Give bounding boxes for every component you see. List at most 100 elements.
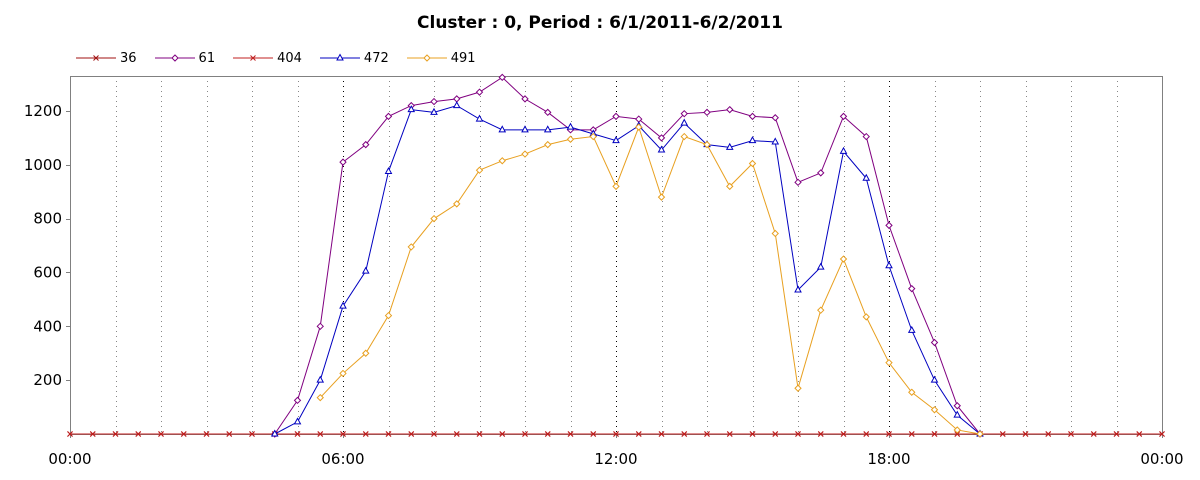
legend-item-61: 61 — [154, 51, 215, 66]
data-point-491 — [407, 243, 415, 251]
data-point-61 — [930, 338, 939, 347]
data-point-472 — [725, 142, 734, 150]
data-point-404 — [408, 431, 415, 437]
data-point-491 — [817, 306, 825, 314]
data-point-491 — [703, 140, 711, 149]
data-point-61 — [953, 402, 961, 410]
data-point-404 — [67, 431, 73, 437]
data-point-491 — [566, 135, 575, 143]
data-point-404 — [1136, 431, 1143, 437]
data-point-404 — [817, 431, 824, 437]
data-point-472 — [270, 429, 279, 437]
data-point-404 — [158, 431, 164, 437]
series-line-491 — [319, 125, 981, 435]
legend-swatch — [154, 54, 195, 62]
legend: 36 61 404 472 491 — [76, 48, 494, 68]
data-point-61 — [362, 140, 370, 149]
data-point-61 — [703, 108, 711, 117]
data-point-404 — [1045, 431, 1052, 437]
data-point-404 — [431, 431, 437, 437]
data-point-491 — [475, 166, 484, 174]
series-layer — [67, 73, 1165, 438]
x-tick-label: 00:00 — [1140, 450, 1183, 468]
data-point-404 — [908, 431, 915, 437]
data-point-404 — [1113, 431, 1120, 437]
chart-title: Cluster : 0, Period : 6/1/2011-6/2/2011 — [417, 13, 783, 33]
data-point-472 — [430, 107, 438, 115]
data-point-491 — [384, 311, 393, 320]
y-tick-label: 400 — [33, 317, 62, 335]
data-point-491 — [453, 200, 461, 208]
y-tick-label: 1000 — [24, 156, 62, 174]
y-tick-label: 600 — [33, 263, 62, 281]
data-point-491 — [635, 123, 643, 131]
data-point-491 — [589, 132, 597, 141]
data-point-491 — [862, 313, 870, 321]
series-491 — [316, 123, 984, 438]
data-point-61 — [612, 112, 620, 121]
data-point-404 — [203, 431, 210, 437]
data-point-472 — [930, 375, 939, 383]
data-point-404 — [590, 431, 597, 437]
data-point-404 — [613, 431, 619, 437]
data-point-61 — [862, 132, 870, 141]
data-point-491 — [748, 159, 757, 168]
data-point-404 — [476, 431, 483, 437]
data-point-404 — [385, 431, 392, 437]
data-point-472 — [748, 136, 757, 144]
data-point-404 — [499, 431, 506, 437]
data-point-472 — [794, 285, 802, 293]
y-tick-label: 1200 — [24, 102, 62, 120]
data-point-491 — [498, 157, 506, 165]
data-point-491 — [362, 349, 370, 357]
data-point-472 — [953, 410, 962, 418]
legend-item-472: 472 — [319, 50, 389, 66]
data-point-491 — [657, 193, 666, 201]
data-point-491 — [339, 369, 347, 378]
data-point-472 — [680, 118, 689, 126]
data-point-404 — [1022, 431, 1029, 437]
x-tick-label: 00:00 — [48, 450, 91, 468]
data-point-404 — [180, 431, 187, 437]
data-point-491 — [908, 388, 916, 396]
series-404 — [67, 431, 1165, 437]
series-line-61 — [274, 76, 981, 435]
data-point-491 — [544, 140, 552, 149]
data-point-472 — [407, 105, 416, 113]
legend-label: 472 — [363, 50, 389, 66]
data-point-472 — [384, 167, 393, 175]
data-point-472 — [543, 125, 552, 133]
data-point-404 — [135, 431, 142, 437]
data-point-61 — [794, 178, 802, 187]
x-tick-label: 18:00 — [867, 450, 910, 468]
legend-swatch — [233, 55, 274, 61]
data-point-61 — [544, 108, 552, 117]
legend-swatch — [76, 55, 116, 61]
data-point-491 — [316, 393, 324, 402]
legend-item-491: 491 — [406, 51, 476, 66]
axis-ticks: 00:00 06:00 12:00 18:00 00:00 200 400 600 800 100… — [24, 102, 1184, 468]
data-point-491 — [930, 406, 939, 414]
data-point-61 — [657, 134, 666, 142]
y-tick-label: 800 — [33, 210, 62, 228]
data-point-404 — [840, 431, 847, 437]
data-point-404 — [772, 431, 779, 437]
data-point-61 — [293, 396, 302, 405]
data-point-404 — [453, 431, 460, 437]
data-point-404 — [340, 431, 346, 437]
data-point-404 — [1068, 431, 1074, 437]
x-tick-label: 12:00 — [594, 450, 637, 468]
data-point-472 — [816, 262, 825, 270]
data-point-404 — [795, 431, 801, 437]
data-point-404 — [863, 431, 870, 437]
data-point-491 — [612, 182, 620, 191]
plot-frame — [70, 76, 1163, 435]
data-point-491 — [953, 426, 961, 434]
series-472 — [270, 101, 984, 437]
data-point-61 — [771, 114, 779, 122]
data-point-61 — [521, 95, 529, 103]
data-point-404 — [567, 431, 574, 437]
data-point-472 — [839, 146, 848, 154]
legend-swatch — [319, 53, 360, 61]
